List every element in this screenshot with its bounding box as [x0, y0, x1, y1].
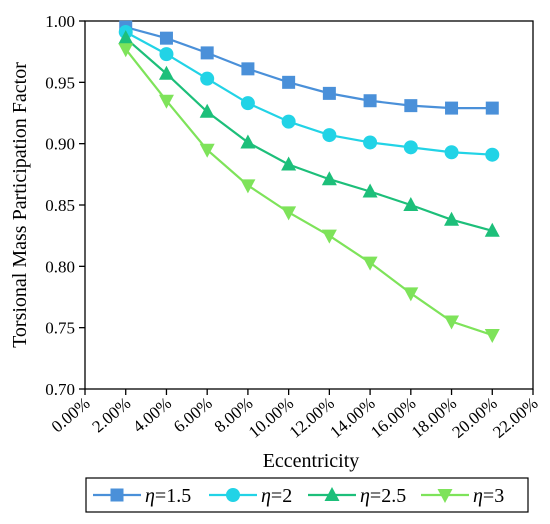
x-axis: 0.00%2.00%4.00%6.00%8.00%10.00%12.00%14.… [48, 389, 542, 442]
data-point [240, 134, 256, 149]
data-point [322, 86, 336, 100]
legend-marker [437, 489, 453, 503]
legend-item-3: η=2.5 [308, 485, 406, 507]
x-tick-label: 22.00% [489, 394, 541, 442]
data-point [282, 75, 296, 89]
data-point [159, 31, 173, 45]
data-point [362, 183, 378, 198]
data-point [281, 206, 297, 221]
y-tick-label: 0.95 [45, 73, 75, 92]
y-tick-label: 0.70 [45, 380, 75, 399]
data-point [444, 315, 460, 330]
data-point [321, 229, 337, 244]
data-point [485, 101, 499, 115]
series-1 [119, 20, 499, 115]
data-point [485, 147, 500, 162]
data-point [484, 222, 500, 237]
series-layer [118, 20, 500, 344]
legend-label: η=3 [473, 485, 504, 507]
x-tick-label: 20.00% [448, 394, 500, 442]
x-tick-label: 18.00% [408, 394, 460, 442]
series-4 [118, 43, 500, 344]
data-point [240, 179, 256, 194]
x-tick-label: 12.00% [286, 394, 338, 442]
x-tick-label: 16.00% [367, 394, 419, 442]
data-point [444, 145, 459, 160]
data-point [281, 114, 296, 129]
data-point [118, 30, 134, 45]
x-tick-label: 14.00% [326, 394, 378, 442]
legend-item-4: η=3 [421, 485, 504, 507]
data-point [404, 99, 418, 113]
data-point [445, 101, 459, 115]
legend-item-2: η=2 [209, 485, 292, 507]
legend-label: η=1.5 [145, 485, 191, 507]
y-tick-label: 0.90 [45, 135, 75, 154]
data-point [200, 46, 214, 60]
series-3 [118, 30, 500, 237]
legend-label: η=2.5 [360, 485, 406, 507]
data-point [159, 47, 174, 62]
y-axis-title: Torsional Mass Participation Factor [9, 62, 31, 348]
data-point [321, 171, 337, 186]
series-line [124, 48, 493, 337]
data-point [118, 43, 134, 58]
y-tick-label: 0.85 [45, 196, 75, 215]
data-point [240, 96, 255, 111]
data-point [199, 143, 215, 158]
data-point [363, 94, 377, 108]
legend-symbol: η [145, 485, 155, 507]
data-point [158, 65, 174, 80]
legend-marker [324, 487, 340, 501]
y-tick-label: 0.80 [45, 257, 75, 276]
data-point [403, 140, 418, 155]
data-point [199, 103, 215, 118]
legend-value: =2.5 [370, 485, 406, 507]
legend: η=1.5 η=2 η=2.5 η=3 [93, 485, 504, 507]
data-point [322, 128, 337, 143]
data-point [444, 211, 460, 226]
y-tick-label: 1.00 [45, 12, 75, 31]
series-2 [118, 25, 500, 162]
x-tick-label: 10.00% [245, 394, 297, 442]
series-line [125, 26, 493, 110]
y-axis: 0.70 0.75 0.80 0.85 0.90 0.95 1.00 [45, 12, 85, 399]
legend-label: η=2 [261, 485, 292, 507]
legend-value: =3 [483, 485, 504, 507]
legend-symbol: η [473, 485, 483, 507]
data-point [484, 329, 500, 344]
data-point [403, 287, 419, 302]
data-point [241, 62, 255, 76]
legend-value: =2 [271, 485, 292, 507]
legend-marker [226, 488, 240, 502]
x-tick-label: 2.00% [88, 394, 134, 437]
plot-frame [84, 20, 534, 390]
legend-value: =1.5 [155, 485, 191, 507]
series-line [125, 37, 493, 232]
legend-symbol: η [261, 485, 271, 507]
data-point [281, 156, 297, 171]
x-tick-label: 6.00% [170, 394, 216, 437]
x-tick-label: 4.00% [129, 394, 175, 437]
y-tick-label: 0.75 [45, 319, 75, 338]
series-line [125, 31, 493, 156]
x-axis-title: Eccentricity [263, 450, 360, 472]
x-tick-label: 0.00% [48, 394, 94, 437]
legend-marker [110, 488, 124, 502]
data-point [363, 135, 378, 150]
data-point [403, 197, 419, 211]
data-point [362, 256, 378, 271]
legend-symbol: η [360, 485, 370, 507]
legend-item-1: η=1.5 [93, 485, 191, 507]
data-point [158, 94, 174, 109]
data-point [200, 71, 215, 86]
